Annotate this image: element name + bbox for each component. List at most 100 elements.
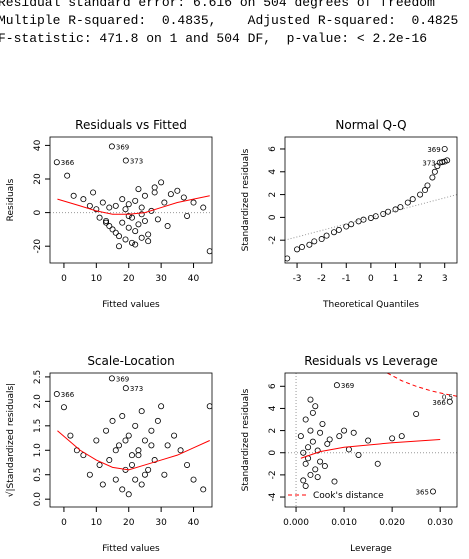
point bbox=[309, 438, 316, 445]
point bbox=[317, 429, 324, 436]
point bbox=[148, 427, 155, 434]
point-label: 369 bbox=[116, 375, 129, 383]
point bbox=[108, 143, 115, 150]
point bbox=[86, 202, 93, 209]
point-label: 373 bbox=[130, 385, 143, 393]
y-tick-label: 0.0 bbox=[33, 492, 43, 507]
point bbox=[132, 476, 139, 483]
point bbox=[171, 432, 178, 439]
line bbox=[387, 373, 457, 397]
point bbox=[164, 223, 171, 230]
point bbox=[324, 440, 331, 447]
point bbox=[424, 182, 431, 189]
x-tick-label: 2 bbox=[417, 274, 423, 284]
point bbox=[300, 449, 307, 456]
y-tick-label: -4 bbox=[268, 492, 278, 501]
point bbox=[302, 416, 309, 423]
point bbox=[200, 204, 207, 211]
y-tick-label: -20 bbox=[33, 239, 43, 254]
x-tick-label: 0.020 bbox=[379, 518, 405, 528]
y-tick-label: -2 bbox=[268, 470, 278, 479]
point bbox=[119, 219, 126, 226]
point bbox=[119, 413, 126, 420]
point bbox=[333, 382, 340, 389]
x-tick-label: 0 bbox=[368, 274, 374, 284]
x-axis-label: Theoretical Quantiles bbox=[322, 300, 419, 310]
point bbox=[112, 202, 119, 209]
point bbox=[206, 248, 212, 255]
point bbox=[103, 217, 110, 224]
point bbox=[429, 174, 436, 181]
point bbox=[106, 457, 113, 464]
point bbox=[103, 219, 110, 226]
point bbox=[312, 466, 319, 473]
point bbox=[125, 432, 132, 439]
point bbox=[125, 224, 132, 231]
point bbox=[93, 437, 100, 444]
point bbox=[200, 486, 207, 493]
point bbox=[404, 199, 411, 206]
x-tick-label: -3 bbox=[293, 274, 302, 284]
point bbox=[119, 486, 126, 493]
x-tick-label: 0.000 bbox=[283, 518, 309, 528]
point bbox=[297, 433, 304, 440]
point bbox=[128, 214, 135, 221]
point bbox=[190, 476, 197, 483]
point bbox=[99, 481, 106, 488]
point bbox=[125, 201, 132, 208]
point bbox=[53, 391, 60, 398]
point bbox=[422, 187, 429, 194]
point bbox=[132, 422, 139, 429]
chart-title: Residuals vs Leverage bbox=[304, 354, 438, 368]
y-tick-label: 40 bbox=[33, 139, 43, 151]
point bbox=[312, 403, 319, 410]
point-label: 366 bbox=[61, 391, 75, 399]
point bbox=[138, 481, 145, 488]
point bbox=[174, 187, 181, 194]
x-tick-label: 0 bbox=[61, 274, 67, 284]
x-tick-label: 1 bbox=[393, 274, 399, 284]
point bbox=[372, 213, 379, 220]
plot-area bbox=[285, 145, 457, 262]
chart-title: Residuals vs Fitted bbox=[75, 118, 187, 132]
point bbox=[326, 436, 333, 443]
point bbox=[99, 199, 106, 206]
y-tick-label: 4 bbox=[268, 405, 278, 411]
x-tick-label: 0 bbox=[61, 518, 67, 528]
point bbox=[64, 172, 71, 179]
legend-label: Cook's distance bbox=[313, 491, 384, 501]
y-tick-label: 1.5 bbox=[33, 419, 43, 433]
point bbox=[321, 463, 328, 470]
y-tick-label: 2 bbox=[268, 428, 278, 434]
plot-frame bbox=[284, 136, 458, 264]
point bbox=[138, 211, 145, 218]
point bbox=[125, 491, 132, 498]
point bbox=[151, 184, 158, 191]
point bbox=[446, 398, 453, 405]
point-label: 366 bbox=[432, 399, 446, 407]
point bbox=[96, 214, 103, 221]
point bbox=[167, 191, 174, 198]
point bbox=[335, 226, 342, 233]
point bbox=[300, 477, 307, 484]
point bbox=[141, 437, 148, 444]
point bbox=[108, 375, 115, 382]
point bbox=[417, 191, 424, 198]
point bbox=[132, 241, 139, 248]
y-tick-label: 4 bbox=[268, 169, 278, 175]
point bbox=[355, 218, 362, 225]
point bbox=[392, 206, 399, 213]
point bbox=[151, 457, 158, 464]
point bbox=[141, 192, 148, 199]
point bbox=[164, 442, 171, 449]
point-label: 369 bbox=[116, 143, 129, 151]
point-label: 369 bbox=[341, 382, 354, 390]
point-label: 366 bbox=[61, 159, 75, 167]
point bbox=[106, 204, 113, 211]
point bbox=[53, 159, 60, 166]
line bbox=[57, 195, 210, 215]
point bbox=[319, 420, 326, 427]
point bbox=[309, 409, 316, 416]
point bbox=[343, 223, 350, 230]
y-axis-label: Standardized residuals bbox=[241, 388, 251, 491]
